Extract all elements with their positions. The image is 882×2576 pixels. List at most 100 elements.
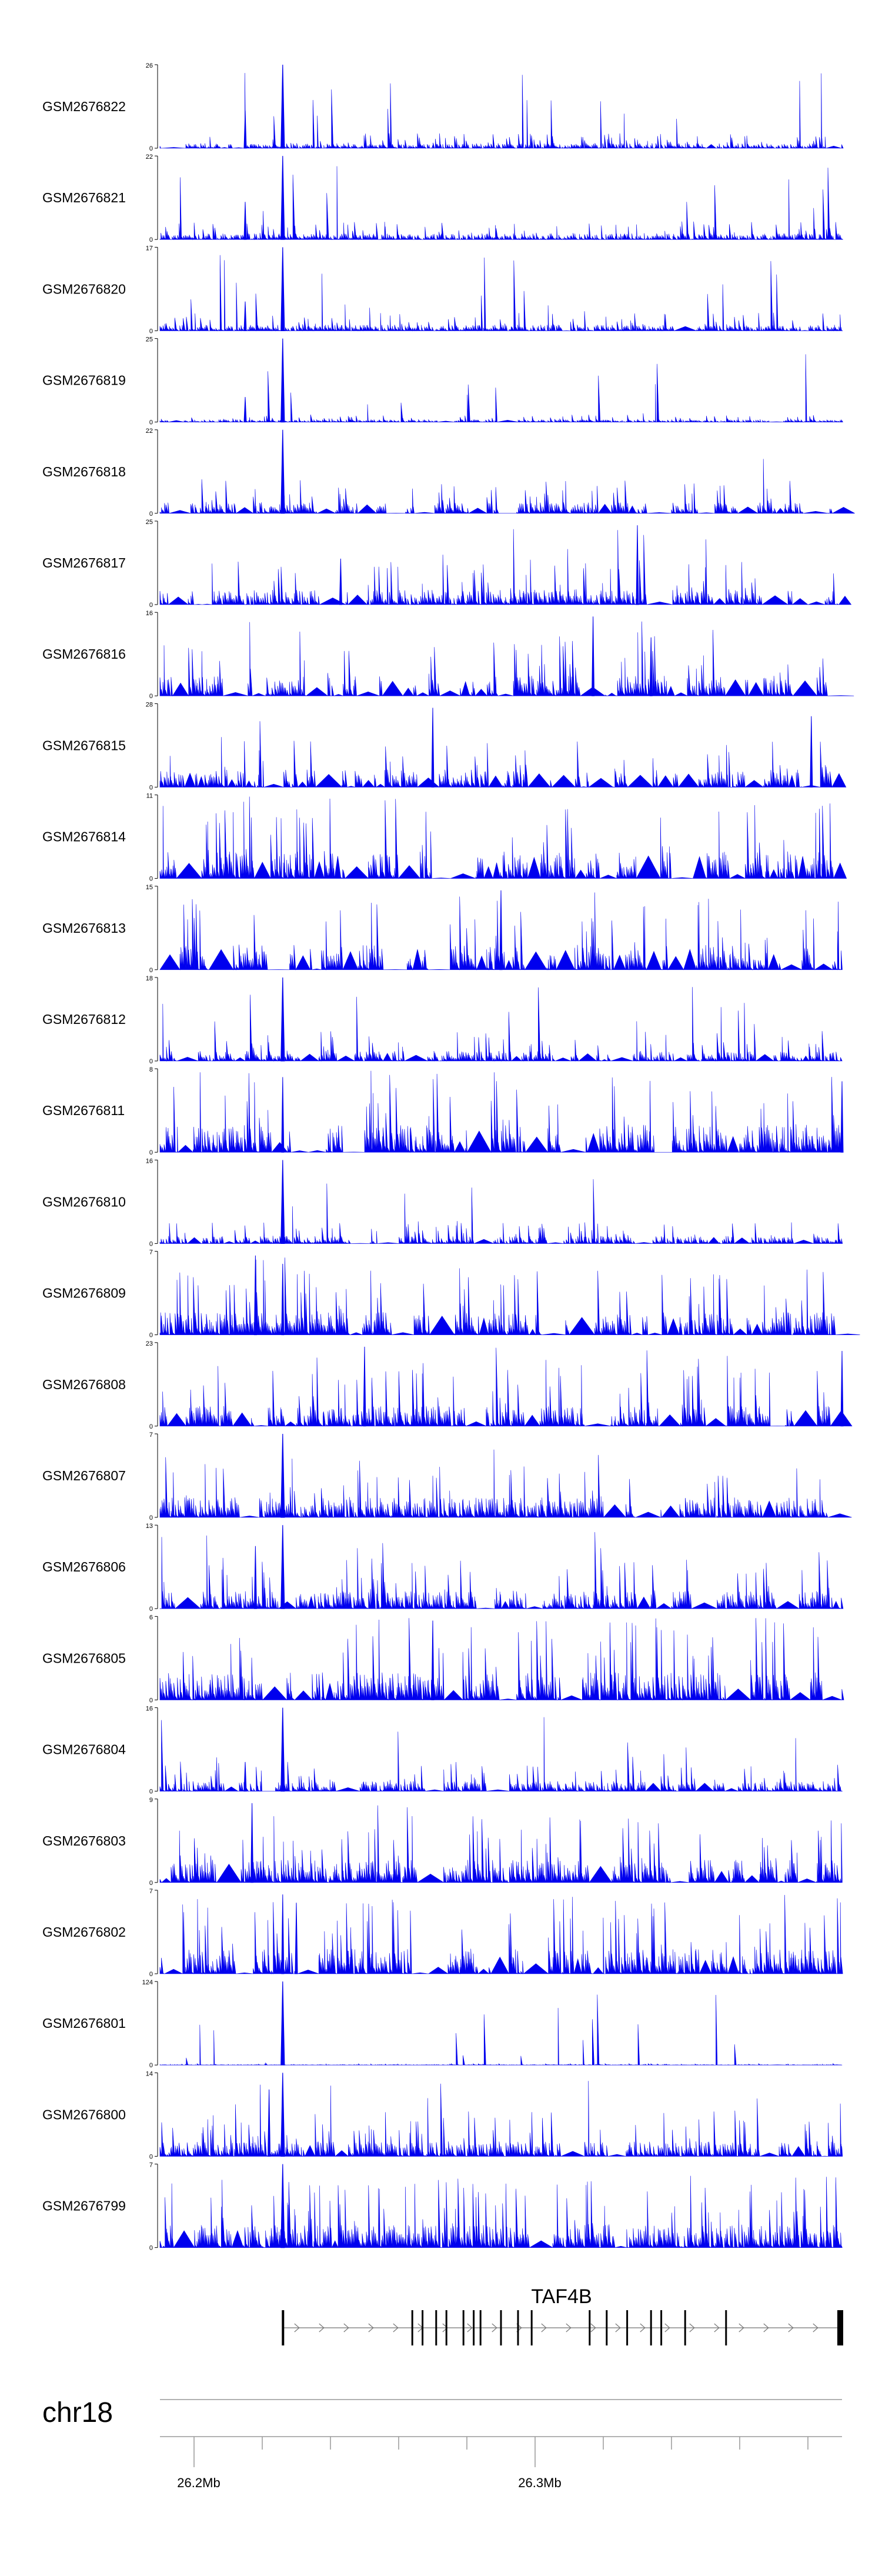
y-max-label: 25 [146, 519, 153, 526]
chromosome-label: chr18 [42, 2397, 113, 2428]
y-zero-label: 0 [149, 876, 153, 883]
coverage-area [159, 892, 843, 970]
track-GSM2676820: GSM2676820 17 0 [42, 245, 843, 335]
track-label: GSM2676808 [42, 1377, 126, 1392]
exon [282, 2310, 285, 2345]
y-zero-label: 0 [149, 784, 153, 791]
track-GSM2676808: GSM2676808 23 0 [42, 1340, 853, 1430]
y-max-label: 22 [146, 154, 153, 161]
secondary-peak [281, 1263, 285, 1336]
secondary-peak [499, 890, 503, 970]
strand-arrow [343, 2323, 349, 2333]
exon [725, 2310, 727, 2345]
y-zero-label: 0 [149, 2245, 153, 2252]
track-GSM2676811: GSM2676811 8 0 [42, 1066, 844, 1156]
exon [435, 2310, 437, 2345]
secondary-peak [339, 558, 342, 605]
strand-arrow [368, 2323, 374, 2333]
coverage-area [159, 1532, 844, 1610]
y-zero-label: 0 [149, 1514, 153, 1521]
main-peak [280, 977, 285, 1062]
y-max-label: 16 [146, 610, 153, 617]
exon [837, 2310, 843, 2345]
y-zero-label: 0 [149, 1332, 153, 1339]
exon [606, 2310, 608, 2345]
track-GSM2676805: GSM2676805 6 0 [42, 1614, 844, 1704]
y-zero-label: 0 [149, 510, 153, 518]
main-peak [280, 156, 285, 240]
y-max-label: 16 [146, 1157, 153, 1164]
coverage-area [159, 1257, 860, 1336]
track-GSM2676800: GSM2676800 14 0 [42, 2070, 843, 2160]
main-peak [280, 1707, 285, 1792]
strand-arrow [393, 2323, 399, 2333]
secondary-peak [431, 708, 435, 788]
secondary-peak [840, 1081, 844, 1153]
secondary-peak [268, 2089, 271, 2157]
strand-arrow [467, 2323, 473, 2333]
secondary-peak [243, 111, 247, 149]
strand-arrow [294, 2323, 300, 2333]
y-zero-label: 0 [149, 1606, 153, 1613]
coverage-area [159, 621, 854, 697]
coverage-area [159, 1717, 843, 1792]
x-tick-label: 26.2Mb [177, 2475, 220, 2490]
y-zero-label: 0 [149, 1697, 153, 1704]
track-GSM2676814: GSM2676814 11 0 [42, 793, 847, 883]
coverage-area [159, 354, 844, 423]
main-peak [280, 2164, 285, 2248]
coverage-area [159, 2081, 843, 2157]
exon [479, 2310, 482, 2345]
coverage-area [159, 796, 847, 879]
track-label: GSM2676814 [42, 829, 126, 845]
y-zero-label: 0 [149, 1240, 153, 1247]
y-max-label: 8 [149, 1066, 153, 1073]
secondary-peak [243, 301, 247, 331]
track-GSM2676806: GSM2676806 13 0 [42, 1523, 844, 1613]
y-zero-label: 0 [149, 419, 153, 426]
strand-arrow [739, 2323, 744, 2333]
secondary-peak [840, 1350, 844, 1427]
track-label: GSM2676817 [42, 555, 126, 570]
secondary-peak [243, 1761, 247, 1792]
secondary-peak [363, 1346, 366, 1427]
y-max-label: 16 [146, 1706, 153, 1713]
main-peak [280, 1981, 285, 2066]
track-label: GSM2676803 [42, 1833, 126, 1848]
gene-name-label: TAF4B [531, 2285, 592, 2308]
track-label: GSM2676799 [42, 2198, 126, 2214]
y-max-label: 18 [146, 975, 153, 982]
main-peak [280, 64, 285, 149]
exon [650, 2310, 652, 2345]
y-zero-label: 0 [149, 2153, 153, 2160]
main-peak [280, 247, 285, 331]
y-max-label: 28 [146, 701, 153, 708]
main-peak [280, 1160, 285, 1244]
gene-track: TAF4B [282, 2285, 843, 2345]
track-label: GSM2676805 [42, 1650, 126, 1666]
coverage-area [159, 1894, 843, 1975]
y-max-label: 9 [149, 1797, 153, 1804]
main-peak [280, 2073, 285, 2157]
y-max-label: 6 [149, 1614, 153, 1621]
coverage-area [159, 1449, 852, 1519]
main-peak [280, 1525, 285, 1609]
track-GSM2676821: GSM2676821 22 0 [42, 154, 843, 243]
y-max-label: 7 [149, 2162, 153, 2169]
track-GSM2676802: GSM2676802 7 0 [42, 1888, 843, 1978]
track-GSM2676813: GSM2676813 15 0 [42, 884, 843, 974]
track-GSM2676799: GSM2676799 7 0 [42, 2162, 843, 2252]
track-label: GSM2676806 [42, 1559, 126, 1574]
exon [462, 2310, 465, 2345]
track-label: GSM2676819 [42, 373, 126, 388]
coverage-area [159, 1618, 844, 1701]
y-zero-label: 0 [149, 236, 153, 243]
coverage-area [159, 2175, 843, 2248]
y-zero-label: 0 [149, 328, 153, 335]
strand-arrow [541, 2323, 547, 2333]
track-label: GSM2676802 [42, 1924, 126, 1940]
exon [517, 2310, 519, 2345]
strand-arrow [566, 2323, 572, 2333]
exon [500, 2310, 502, 2345]
